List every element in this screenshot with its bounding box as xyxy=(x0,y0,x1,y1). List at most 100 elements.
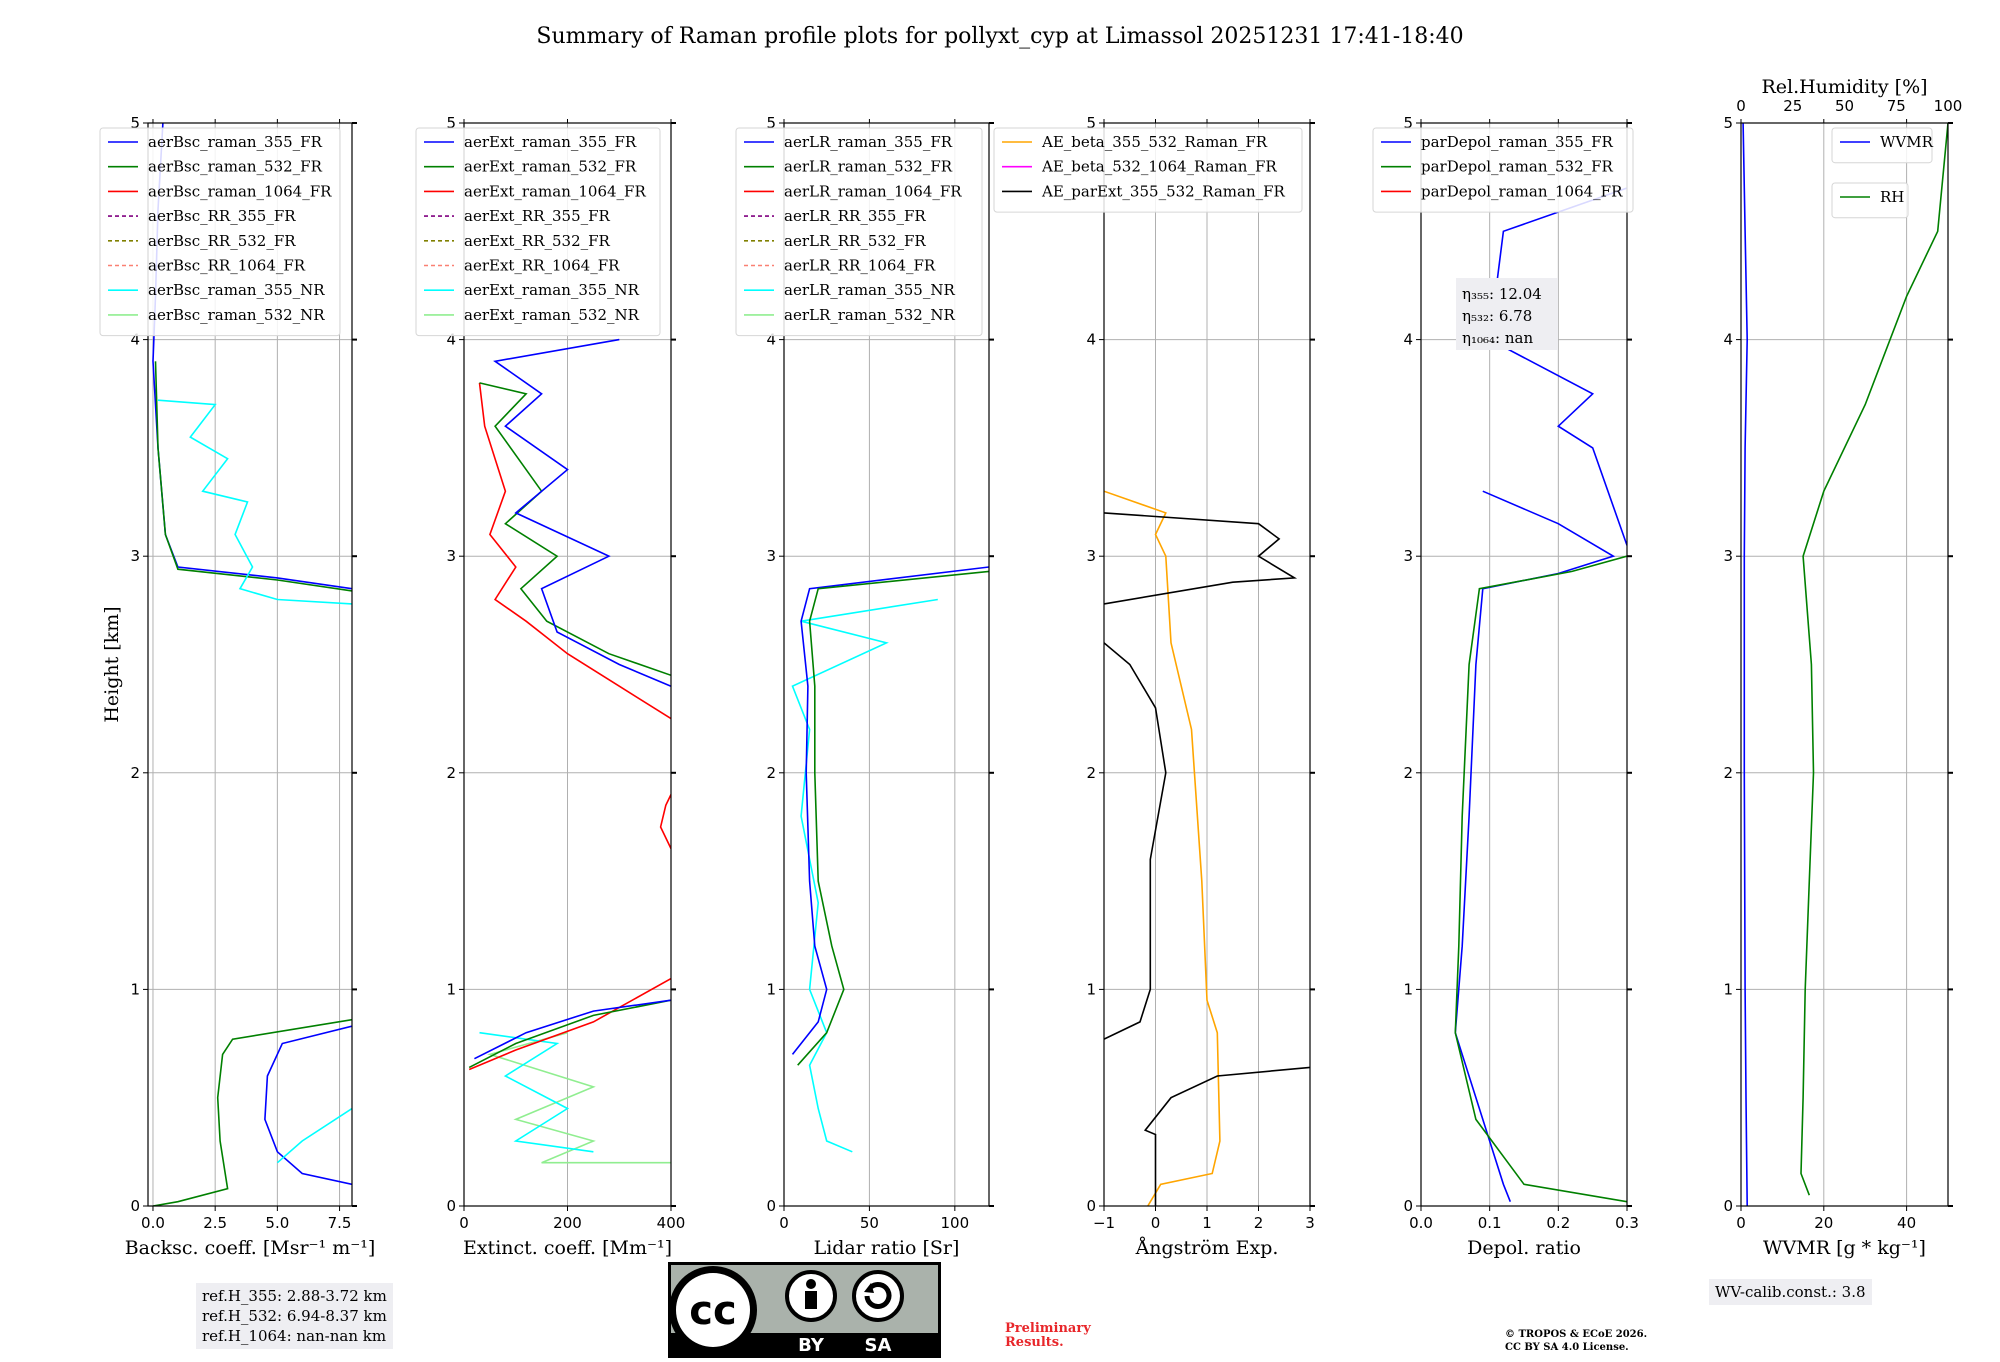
series-RH xyxy=(1800,123,1948,1196)
series-aerBsc_raman_355_NR xyxy=(276,1107,352,1164)
legend-box xyxy=(99,127,341,337)
legend-label: WVMR xyxy=(1880,133,1934,151)
x-tick-label: −1 xyxy=(1093,1214,1115,1232)
axes-frame xyxy=(1420,122,1628,1207)
sa-arrowhead-icon xyxy=(864,1283,874,1293)
panels: 0.0 2.5 5.0 7.5 0 1 2 3 4 5 Backsc. coeff. [Msr⁻¹ … xyxy=(99,76,1962,1259)
ref-height-line: ref.H_1064: nan-nan km xyxy=(202,1327,387,1345)
legend-ext: aerExt_raman_355_FR aerExt_raman_532_FRae… xyxy=(415,127,661,337)
y-tick-label: 5 xyxy=(446,114,456,132)
x-tick-label: 5.0 xyxy=(265,1214,289,1232)
series-aerExt_raman_532_NR xyxy=(487,1031,671,1164)
top-tick-label: 25 xyxy=(1783,97,1802,115)
eta-info-line: η₁₀₆₄: nan xyxy=(1462,329,1533,347)
y-tick-label: 3 xyxy=(1086,547,1096,565)
legend-label: aerLR_raman_532_FR xyxy=(784,158,953,176)
wv-calib-box: WV-calib.const.: 3.8 xyxy=(1709,1279,1872,1305)
legend-label: aerBsc_RR_355_FR xyxy=(148,207,296,225)
y-tick-label: 3 xyxy=(446,547,456,565)
cc-letters: cc xyxy=(689,1288,736,1334)
by-person-body-icon xyxy=(805,1291,817,1309)
series-group xyxy=(1104,490,1310,1206)
y-tick-label: 5 xyxy=(1723,114,1733,132)
legend-label: aerExt_raman_532_FR xyxy=(464,158,637,176)
series-group xyxy=(791,566,989,1153)
x-tick-label: 0.1 xyxy=(1478,1214,1502,1232)
panel-wvmr: 0 20 40 0 1 2 3 4 5 WVMR [g * kg⁻¹] WVMR RH 0 25 50 75 1… xyxy=(1723,76,1962,1259)
y-tick-label: 2 xyxy=(1086,764,1096,782)
x-tick-label: 20 xyxy=(1814,1214,1833,1232)
series-aerBsc_raman_355_NR_upper xyxy=(157,399,352,605)
series-aerExt_raman_1064_FR_upper xyxy=(478,382,671,720)
eta-info-line: η₃₅₅: 12.04 xyxy=(1462,285,1542,303)
y-tick-label: 0 xyxy=(1086,1197,1096,1215)
legend-label: aerExt_RR_1064_FR xyxy=(464,257,620,275)
axes-frame xyxy=(783,122,990,1207)
y-tick-label: 2 xyxy=(130,764,140,782)
legend-label: aerExt_raman_532_NR xyxy=(464,306,640,324)
y-tick-label: 1 xyxy=(766,980,776,998)
y-tick-label: 3 xyxy=(130,547,140,565)
top-tick-label: 100 xyxy=(1934,97,1963,115)
panel-ext: 0 200 400 0 1 2 3 4 5 Extinct. coeff. [Mm⁻¹] aerEx… xyxy=(415,114,685,1259)
legend-label: aerExt_raman_355_FR xyxy=(464,133,637,151)
series-aerExt_raman_355_FR xyxy=(474,999,671,1060)
legend-ae: AE_beta_355_532_Raman_FR AE_beta_532_1064… xyxy=(993,127,1303,213)
legend-box xyxy=(735,127,983,337)
series-aerLR_raman_532_FR xyxy=(797,570,989,1066)
x-tick-label: 0.3 xyxy=(1615,1214,1639,1232)
series-WVMR xyxy=(1742,123,1749,1206)
legend-label: aerBsc_RR_1064_FR xyxy=(148,257,306,275)
y-tick-label: 4 xyxy=(1086,331,1096,349)
axes-frame xyxy=(1740,122,1949,1207)
legend-label: aerLR_raman_355_FR xyxy=(784,133,953,151)
legend-label: aerLR_RR_355_FR xyxy=(784,207,926,225)
legend-label: aerExt_raman_1064_FR xyxy=(464,182,646,200)
y-tick-label: 0 xyxy=(1403,1197,1413,1215)
legend-bsc: aerBsc_raman_355_FR aerBsc_raman_532_FRae… xyxy=(99,127,341,337)
top-axis-label: Rel.Humidity [%] xyxy=(1761,76,1927,98)
x-tick-label: 2 xyxy=(1254,1214,1264,1232)
y-tick-label: 1 xyxy=(130,980,140,998)
legend-label: AE_beta_355_532_Raman_FR xyxy=(1041,133,1268,151)
y-tick-label: 4 xyxy=(766,331,776,349)
series-AE_parExt_355_532_Raman_FR_low xyxy=(1143,1066,1310,1206)
top-tick-label: 0 xyxy=(1736,97,1746,115)
wv-calib-line: WV-calib.const.: 3.8 xyxy=(1715,1283,1866,1301)
legend-label: aerExt_raman_355_NR xyxy=(464,281,640,299)
panel-depol: 0.0 0.1 0.2 0.3 0 1 2 3 4 5 Depol. ratio parDepol_r… xyxy=(1372,114,1639,1259)
ref-height-line: ref.H_355: 2.88-3.72 km xyxy=(202,1287,387,1305)
x-tick-label: 0.0 xyxy=(1409,1214,1433,1232)
y-tick-label: 2 xyxy=(446,764,456,782)
sa-circle-icon xyxy=(852,1270,904,1322)
x-tick-label: 2.5 xyxy=(203,1214,227,1232)
x-tick-label: 0.0 xyxy=(141,1214,165,1232)
sa-arrow-icon xyxy=(864,1282,892,1309)
series-aerExt_raman_1064_FR xyxy=(468,977,671,1071)
top-tick-label: 75 xyxy=(1887,97,1906,115)
x-tick-label: 100 xyxy=(941,1214,970,1232)
legend-label: parDepol_raman_355_FR xyxy=(1421,133,1614,151)
series-parDepol_raman_355_FR xyxy=(1454,490,1616,1202)
preliminary-results-note: Preliminary Results. xyxy=(1005,1321,1091,1350)
panel-lr: 0 50 100 0 1 2 3 4 5 Lidar ratio [Sr] aerLR_raman_… xyxy=(735,114,994,1259)
y-tick-label: 0 xyxy=(130,1197,140,1215)
y-tick-label: 4 xyxy=(1723,331,1733,349)
series-aerExt_raman_532_FR_upper xyxy=(479,382,671,677)
x-tick-label: 1 xyxy=(1202,1214,1212,1232)
legend-box xyxy=(415,127,661,337)
legend-label: aerBsc_raman_532_NR xyxy=(148,306,325,324)
x-tick-label: 200 xyxy=(553,1214,582,1232)
y-tick-label: 1 xyxy=(1723,980,1733,998)
legend-label: AE_beta_532_1064_Raman_FR xyxy=(1041,158,1277,176)
cc-license-badge: cc BY SA xyxy=(668,1262,941,1358)
panel-bsc: 0.0 2.5 5.0 7.5 0 1 2 3 4 5 Backsc. coeff. [Msr⁻¹ … xyxy=(99,114,375,1259)
y-tick-label: 4 xyxy=(1403,331,1413,349)
axes-frame xyxy=(147,122,353,1207)
legend-label: AE_parExt_355_532_Raman_FR xyxy=(1041,182,1286,200)
y-tick-label: 1 xyxy=(446,980,456,998)
x-axis-label: Extinct. coeff. [Mm⁻¹] xyxy=(463,1237,672,1259)
x-tick-label: 0 xyxy=(1736,1214,1746,1232)
